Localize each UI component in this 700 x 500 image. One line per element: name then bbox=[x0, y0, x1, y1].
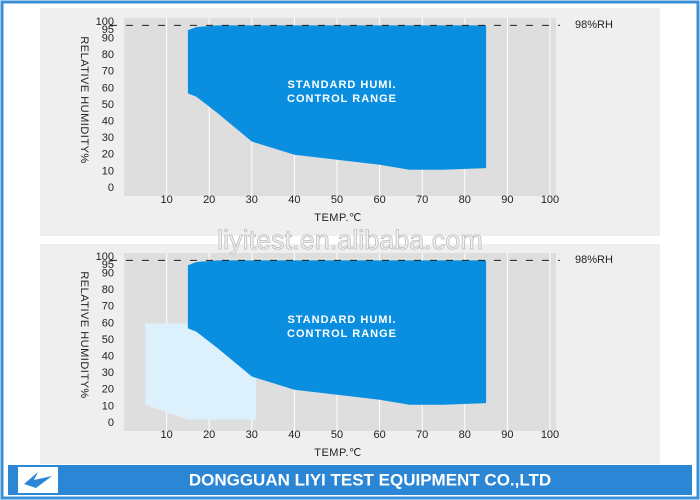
range-area bbox=[187, 25, 487, 170]
x-tick-label: 90 bbox=[501, 194, 513, 206]
y-tick-label: 0 bbox=[108, 182, 114, 194]
y-axis-label: RELATIVE HUMIDITY% bbox=[78, 36, 90, 163]
y-tick-label: 20 bbox=[102, 149, 114, 161]
y-tick-label: 40 bbox=[102, 351, 114, 363]
x-tick-label: 30 bbox=[246, 194, 258, 206]
y-tick-label: 95 bbox=[102, 24, 114, 36]
x-tick-label: 80 bbox=[459, 194, 471, 206]
annotation: STANDARD HUMI. bbox=[287, 314, 396, 326]
y-tick-label: 90 bbox=[102, 33, 114, 45]
y-tick-label: 80 bbox=[102, 284, 114, 296]
y-tick-label: 95 bbox=[102, 259, 114, 271]
y-tick-label: 70 bbox=[102, 66, 114, 78]
x-tick-label: 40 bbox=[288, 194, 300, 206]
annotation: CONTROL RANGE bbox=[287, 93, 397, 105]
y-tick-label: 10 bbox=[102, 165, 114, 177]
y-tick-label: 0 bbox=[108, 417, 114, 429]
x-tick-label: 50 bbox=[331, 429, 343, 441]
x-tick-label: 100 bbox=[541, 194, 559, 206]
y-tick-label: 10 bbox=[102, 400, 114, 412]
reference-label: 98%RH bbox=[575, 19, 613, 31]
range-area bbox=[187, 260, 487, 405]
x-tick-label: 50 bbox=[331, 194, 343, 206]
y-tick-label: 30 bbox=[102, 367, 114, 379]
x-tick-label: 90 bbox=[501, 429, 513, 441]
y-tick-label: 20 bbox=[102, 384, 114, 396]
x-tick-label: 100 bbox=[541, 429, 559, 441]
y-axis-label: RELATIVE HUMIDITY% bbox=[78, 271, 90, 398]
x-tick-label: 60 bbox=[373, 429, 385, 441]
y-tick-label: 50 bbox=[102, 334, 114, 346]
footer-bar bbox=[8, 465, 692, 495]
watermark: liyitest.en.alibaba.com bbox=[217, 225, 483, 255]
x-tick-label: 70 bbox=[416, 429, 428, 441]
y-tick-label: 100 bbox=[96, 16, 114, 28]
y-tick-label: 90 bbox=[102, 268, 114, 280]
annotation: STANDARD HUMI. bbox=[287, 79, 396, 91]
y-tick-label: 70 bbox=[102, 301, 114, 313]
x-tick-label: 10 bbox=[160, 194, 172, 206]
x-tick-label: 30 bbox=[246, 429, 258, 441]
y-tick-label: 30 bbox=[102, 132, 114, 144]
y-tick-label: 40 bbox=[102, 116, 114, 128]
x-axis-label: TEMP.℃ bbox=[314, 447, 362, 459]
y-tick-label: 100 bbox=[96, 251, 114, 263]
x-tick-label: 10 bbox=[160, 429, 172, 441]
charts: 10 20 30 40 50 60 70 80 90 1000102030405060708090… bbox=[78, 16, 613, 459]
annotation: CONTROL RANGE bbox=[287, 328, 397, 340]
x-tick-label: 70 bbox=[416, 194, 428, 206]
reference-label: 98%RH bbox=[575, 254, 613, 266]
x-tick-label: 40 bbox=[288, 429, 300, 441]
x-tick-label: 60 bbox=[373, 194, 385, 206]
x-axis-label: TEMP.℃ bbox=[314, 212, 362, 224]
y-tick-label: 80 bbox=[102, 49, 114, 61]
footer-text: DONGGUAN LIYI TEST EQUIPMENT CO.,LTD bbox=[189, 470, 551, 489]
x-tick-label: 80 bbox=[459, 429, 471, 441]
x-tick-label: 20 bbox=[203, 194, 215, 206]
y-tick-label: 50 bbox=[102, 99, 114, 111]
y-tick-label: 60 bbox=[102, 82, 114, 94]
logo-mark bbox=[24, 472, 52, 488]
y-tick-label: 60 bbox=[102, 317, 114, 329]
x-tick-label: 20 bbox=[203, 429, 215, 441]
